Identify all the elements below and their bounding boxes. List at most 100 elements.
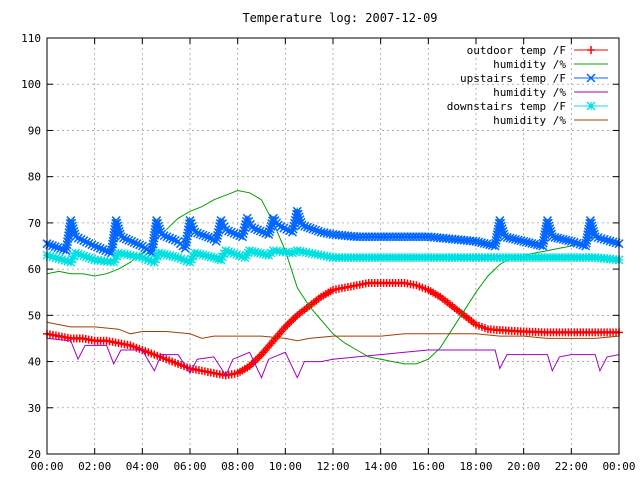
data-point <box>192 228 203 238</box>
x-tick-label: 18:00 <box>459 460 492 473</box>
data-point <box>57 255 67 265</box>
data-point <box>544 221 554 231</box>
data-point <box>247 222 257 233</box>
y-tick-label: 50 <box>28 309 41 322</box>
series-4 <box>42 246 624 267</box>
data-point <box>63 256 73 266</box>
y-tick-label: 80 <box>28 171 41 184</box>
data-point <box>564 236 574 246</box>
data-point <box>211 253 221 263</box>
data-point <box>124 235 134 245</box>
data-point <box>162 250 172 260</box>
data-point <box>112 251 122 261</box>
data-point <box>157 249 167 259</box>
data-point <box>76 250 86 260</box>
data-point <box>219 249 229 259</box>
series-line <box>46 189 620 365</box>
data-point <box>214 254 224 264</box>
data-point <box>502 232 512 242</box>
data-point <box>545 224 555 234</box>
data-point <box>608 237 618 247</box>
x-tick-label: 12:00 <box>316 460 349 473</box>
data-point <box>195 229 205 239</box>
series-1 <box>46 189 620 365</box>
data-point <box>302 222 312 232</box>
y-tick-label: 60 <box>28 263 41 276</box>
x-axis: 00:00 02:00 04:00 06:00 08:00 10:00 12:00 14:00… <box>30 38 636 473</box>
legend-label: humidity /% <box>493 86 566 99</box>
data-point <box>482 239 492 249</box>
data-point <box>87 240 97 250</box>
data-point <box>224 247 233 257</box>
legend-label: upstairs temp /F <box>460 72 566 85</box>
data-point <box>67 221 77 231</box>
data-point <box>154 224 165 234</box>
data-point <box>82 252 91 262</box>
data-point <box>170 235 180 245</box>
data-point <box>67 218 77 228</box>
data-point <box>187 254 197 264</box>
data-point <box>224 226 234 236</box>
data-point <box>51 253 61 263</box>
data-point <box>195 249 205 259</box>
data-point <box>255 226 265 236</box>
data-point <box>558 234 568 244</box>
data-point <box>543 218 553 228</box>
data-point <box>542 216 553 226</box>
data-point <box>66 257 76 267</box>
data-point <box>261 250 271 260</box>
data-point <box>250 247 260 257</box>
data-point <box>569 237 579 247</box>
data-point <box>190 227 200 237</box>
data-point <box>250 224 260 234</box>
data-point <box>127 236 137 246</box>
data-point <box>218 252 228 262</box>
data-point <box>498 226 508 236</box>
data-point <box>547 232 557 242</box>
data-point <box>226 227 236 237</box>
x-tick-label: 08:00 <box>221 460 254 473</box>
x-tick-label: 02:00 <box>78 460 111 473</box>
data-point <box>113 221 123 231</box>
data-point <box>593 233 603 243</box>
data-point <box>599 234 609 244</box>
legend-label: humidity /% <box>493 114 566 127</box>
data-point <box>129 238 139 248</box>
data-point <box>252 225 263 235</box>
y-tick-label: 30 <box>28 402 41 415</box>
data-point <box>229 228 239 238</box>
grid-lines <box>47 38 619 454</box>
data-point <box>132 239 142 249</box>
y-tick-label: 110 <box>21 32 41 45</box>
data-point <box>140 254 150 264</box>
data-point <box>153 218 163 228</box>
data-point <box>121 234 131 244</box>
x-tick-label: 14:00 <box>364 460 397 473</box>
series-5 <box>46 321 620 342</box>
data-point <box>226 248 236 258</box>
data-point <box>586 218 596 228</box>
data-point <box>253 248 263 258</box>
data-point <box>585 216 595 226</box>
data-point <box>170 252 180 262</box>
data-point <box>566 236 576 246</box>
series-line <box>46 337 620 379</box>
data-point <box>185 257 195 267</box>
data-point <box>149 257 159 267</box>
series-0 <box>43 278 623 380</box>
data-point <box>45 251 55 261</box>
data-point <box>555 234 565 244</box>
series-2 <box>42 206 624 258</box>
legend-marker <box>586 73 596 83</box>
data-point <box>505 233 515 243</box>
data-point <box>474 237 484 247</box>
data-point <box>152 251 162 261</box>
x-tick-label: 10:00 <box>269 460 302 473</box>
data-point <box>311 225 321 235</box>
data-point <box>203 251 213 261</box>
data-point <box>87 254 97 264</box>
data-point <box>135 240 145 250</box>
data-point <box>190 248 200 258</box>
data-point <box>546 226 556 236</box>
y-tick-label: 70 <box>28 217 41 230</box>
